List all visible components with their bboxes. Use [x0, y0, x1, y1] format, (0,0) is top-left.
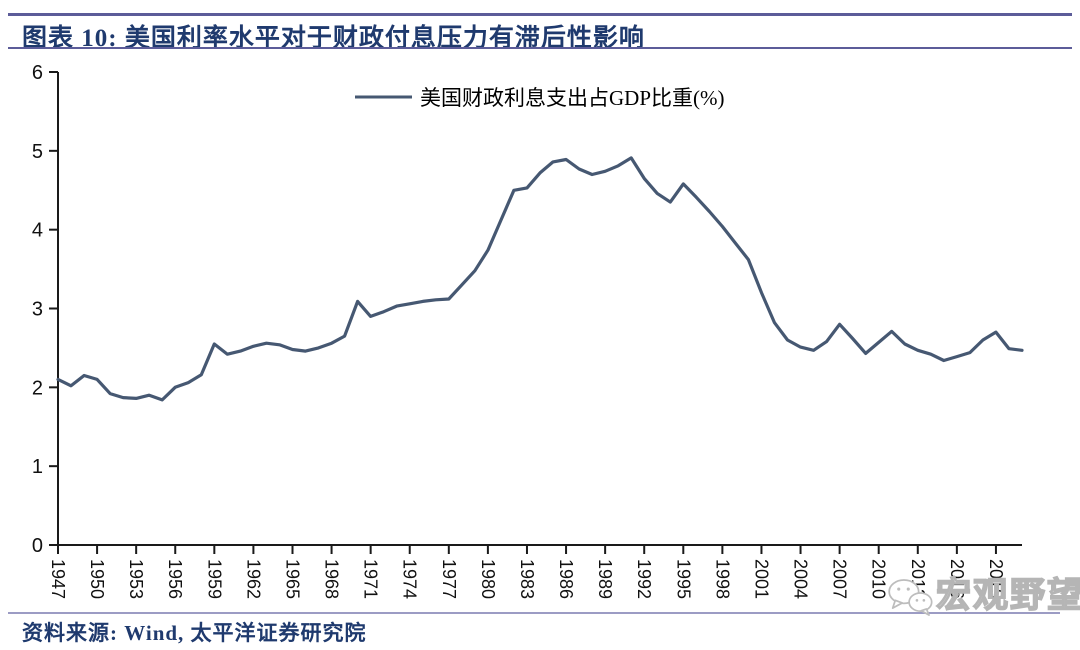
x-axis-label: 1971 — [361, 559, 381, 599]
x-axis-label: 1998 — [712, 559, 732, 599]
x-axis-label: 1977 — [439, 559, 459, 599]
y-axis-label: 6 — [32, 62, 43, 84]
x-axis-label: 2010 — [869, 559, 889, 599]
x-axis-label: 1953 — [126, 559, 146, 599]
watermark-text: 宏观野望 — [935, 575, 1080, 616]
x-axis-label: 1950 — [87, 559, 107, 599]
x-axis-label: 1947 — [48, 559, 68, 599]
footer-divider — [8, 612, 1060, 614]
x-axis-label: 2016 — [947, 559, 967, 599]
y-axis-label: 2 — [32, 377, 43, 399]
x-axis-label: 1968 — [322, 559, 342, 599]
header-top-rule — [8, 13, 1072, 16]
x-axis-label: 1992 — [634, 559, 654, 599]
line-chart: 美国财政利息支出占GDP比重(%) 0 1 2 3 4 5 6 1947 1950 1953 1956… — [32, 62, 1024, 599]
y-axis-label: 5 — [32, 141, 43, 163]
watermark: 宏观野望 — [884, 572, 1080, 620]
x-axis-label: 1989 — [595, 559, 615, 599]
y-axis-label: 1 — [32, 456, 43, 478]
x-axis-label: 1983 — [517, 559, 537, 599]
x-axis-label: 2001 — [751, 559, 771, 599]
y-axis-label: 0 — [32, 535, 43, 557]
y-axis-label: 3 — [32, 299, 43, 321]
x-axis-label: 1956 — [165, 559, 185, 599]
series-line — [56, 156, 1024, 402]
header-bottom-rule — [8, 47, 1072, 49]
legend-label: 美国财政利息支出占GDP比重(%) — [420, 86, 725, 110]
x-axis-label: 2004 — [791, 559, 811, 599]
x-axis-label: 1959 — [204, 559, 224, 599]
x-axis-label: 2019 — [986, 559, 1006, 599]
x-axis-label: 1965 — [282, 559, 302, 599]
wechat-logo-icon — [888, 579, 933, 616]
x-axis-label: 1962 — [243, 559, 263, 599]
y-axis-label: 4 — [32, 220, 43, 242]
x-axis-label: 2007 — [830, 559, 850, 599]
source-note: 资料来源: Wind, 太平洋证券研究院 — [22, 621, 367, 645]
x-axis-label: 1980 — [478, 559, 498, 599]
x-axis-label: 1974 — [400, 559, 420, 599]
x-axis-label: 1986 — [556, 559, 576, 599]
x-axis-label: 1995 — [673, 559, 693, 599]
